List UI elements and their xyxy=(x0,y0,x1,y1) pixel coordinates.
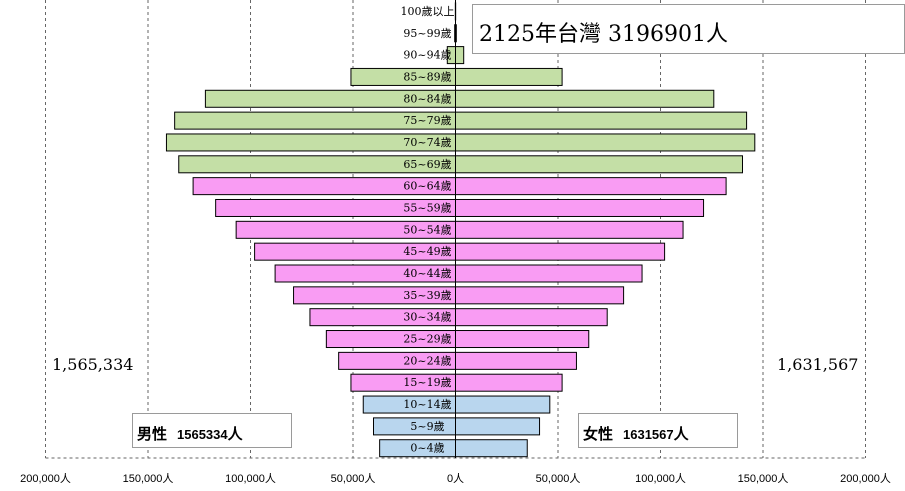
female-summary-box: 女性 1631567人 xyxy=(578,413,738,448)
male-unit: 人 xyxy=(227,426,243,443)
female-bar xyxy=(455,242,666,261)
x-tick-label: 50,000人 xyxy=(331,472,376,485)
age-label: 95~99歲 xyxy=(403,26,451,40)
age-label: 15~19歲 xyxy=(403,375,451,389)
age-label: 80~84歲 xyxy=(403,91,451,105)
female-bar xyxy=(455,220,684,239)
x-tick-label: 150,000人 xyxy=(123,472,174,485)
age-label: 45~49歲 xyxy=(403,244,451,258)
age-label: 25~29歲 xyxy=(403,332,451,346)
female-bar xyxy=(455,177,727,196)
age-label: 55~59歲 xyxy=(403,200,451,214)
female-bar xyxy=(455,111,748,130)
x-tick-label: 150,000人 xyxy=(738,472,789,485)
x-tick-label: 0人 xyxy=(447,472,464,485)
age-label: 0~4歲 xyxy=(410,441,444,455)
x-tick-label: 100,000人 xyxy=(225,472,276,485)
chart-title: 2125年台灣 3196901人 xyxy=(479,22,728,47)
female-bar xyxy=(455,89,715,108)
female-bar xyxy=(455,417,541,436)
age-label: 20~24歲 xyxy=(403,353,451,367)
age-label: 70~74歲 xyxy=(403,135,451,149)
age-label: 75~79歲 xyxy=(403,113,451,127)
x-tick-label: 100,000人 xyxy=(635,472,686,485)
x-tick-label: 50,000人 xyxy=(536,472,581,485)
age-label: 90~94歲 xyxy=(403,48,451,62)
x-tick-label: 200,000人 xyxy=(840,472,891,485)
female-bar xyxy=(455,264,643,283)
age-label: 65~69歲 xyxy=(403,157,451,171)
age-label: 100歲以上 xyxy=(401,4,455,18)
female-bar xyxy=(455,198,705,217)
female-bar xyxy=(455,439,528,458)
male-total: 1,565,334 xyxy=(52,355,134,374)
age-label: 30~34歲 xyxy=(403,310,451,324)
age-label: 35~39歲 xyxy=(403,288,451,302)
male-count: 1565334 xyxy=(177,427,228,442)
female-bar xyxy=(455,330,590,349)
female-bar xyxy=(455,351,577,370)
female-label: 女性 xyxy=(583,426,614,443)
male-label: 男性 xyxy=(137,426,168,443)
title-box: 2125年台灣 3196901人 xyxy=(472,4,905,54)
male-summary-box: 男性 1565334人 xyxy=(132,413,292,448)
female-bar xyxy=(455,67,563,86)
female-bar xyxy=(455,395,551,414)
female-bar xyxy=(455,308,608,327)
age-label: 50~54歲 xyxy=(403,222,451,236)
female-bar xyxy=(455,133,756,152)
age-label: 10~14歲 xyxy=(403,397,451,411)
age-label: 5~9歲 xyxy=(410,419,444,433)
female-count: 1631567 xyxy=(623,427,674,442)
female-unit: 人 xyxy=(673,426,689,443)
female-bar xyxy=(455,286,625,305)
age-label: 60~64歲 xyxy=(403,179,451,193)
female-bar xyxy=(455,155,743,174)
female-bar xyxy=(455,373,563,392)
age-label: 85~89歲 xyxy=(403,69,451,83)
x-tick-label: 200,000人 xyxy=(20,472,71,485)
female-total: 1,631,567 xyxy=(777,355,859,374)
age-label: 40~44歲 xyxy=(403,266,451,280)
female-bar xyxy=(455,46,465,65)
